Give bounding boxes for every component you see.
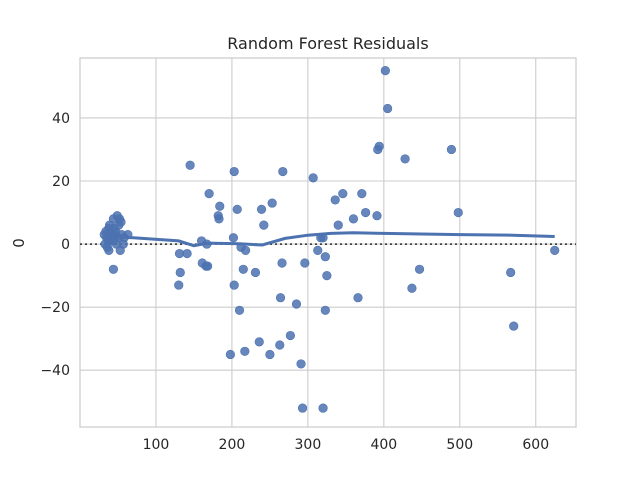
data-point (446, 144, 457, 155)
y-tick-label: −40 (40, 363, 70, 379)
data-point (215, 201, 225, 211)
plot-frame (79, 57, 577, 428)
data-point (297, 403, 308, 413)
data-point (509, 321, 519, 331)
data-point (265, 349, 275, 360)
data-point (308, 173, 318, 183)
data-point (104, 245, 114, 255)
data-point (353, 293, 363, 303)
data-point (333, 220, 343, 230)
data-point (229, 280, 239, 290)
y-tick-label: 40 (52, 111, 70, 127)
data-point (383, 103, 393, 114)
x-tick-label: 500 (446, 437, 473, 453)
data-point (204, 189, 214, 199)
data-point (278, 166, 288, 177)
x-tick-label: 400 (370, 437, 397, 453)
data-point (313, 245, 323, 255)
data-point (320, 252, 330, 262)
data-point (250, 267, 261, 278)
x-gridlines (155, 58, 537, 427)
x-tick-label: 300 (295, 437, 322, 453)
data-point (414, 264, 425, 274)
y-gridlines (80, 117, 576, 371)
data-point (240, 346, 250, 356)
data-point (203, 261, 213, 271)
data-point (185, 160, 195, 170)
data-point (318, 403, 328, 413)
data-point (357, 189, 367, 199)
data-point (259, 220, 269, 230)
y-tick-labels: −40 −20 0 20 40 (40, 111, 70, 379)
data-point (285, 330, 296, 341)
data-point (232, 204, 242, 214)
data-point (291, 299, 302, 309)
data-point (228, 233, 239, 243)
data-point (277, 258, 287, 268)
data-point (322, 271, 332, 281)
data-point (506, 267, 516, 278)
data-point (234, 305, 245, 315)
data-point (240, 245, 251, 255)
y-tick-label: −20 (40, 300, 70, 316)
data-point (400, 154, 410, 164)
data-point (254, 337, 264, 347)
data-point (320, 305, 330, 315)
data-point (300, 258, 310, 268)
plot-background (80, 58, 576, 427)
data-point (348, 214, 359, 224)
y-axis-label: 0 (10, 238, 28, 248)
data-point (374, 141, 384, 151)
data-point (330, 195, 340, 205)
data-point (360, 207, 371, 218)
scatter-points (99, 66, 560, 413)
data-point (174, 280, 184, 290)
data-point (372, 211, 382, 221)
data-point (182, 248, 192, 259)
data-point (256, 204, 267, 214)
data-point (380, 66, 390, 76)
y-tick-label: 20 (52, 174, 70, 190)
chart-title: Random Forest Residuals (227, 34, 428, 53)
data-point (296, 359, 306, 369)
data-point (275, 340, 285, 350)
data-point (225, 349, 235, 360)
data-point (175, 267, 185, 278)
data-point (275, 293, 286, 303)
x-tick-label: 100 (143, 437, 170, 453)
x-tick-label: 600 (522, 437, 549, 453)
data-point (407, 283, 417, 293)
data-point (214, 214, 224, 224)
data-point (104, 223, 114, 233)
trend-line (104, 231, 555, 248)
x-tick-labels: 100 200 300 400 500 600 (143, 437, 550, 453)
data-point (550, 245, 560, 255)
data-point (267, 198, 277, 208)
x-tick-label: 200 (219, 437, 246, 453)
y-tick-label: 0 (61, 237, 70, 253)
data-point (338, 189, 348, 199)
data-point (229, 166, 239, 177)
data-point (453, 207, 463, 218)
data-point (238, 264, 248, 274)
data-point (116, 217, 126, 227)
data-point (108, 264, 119, 274)
